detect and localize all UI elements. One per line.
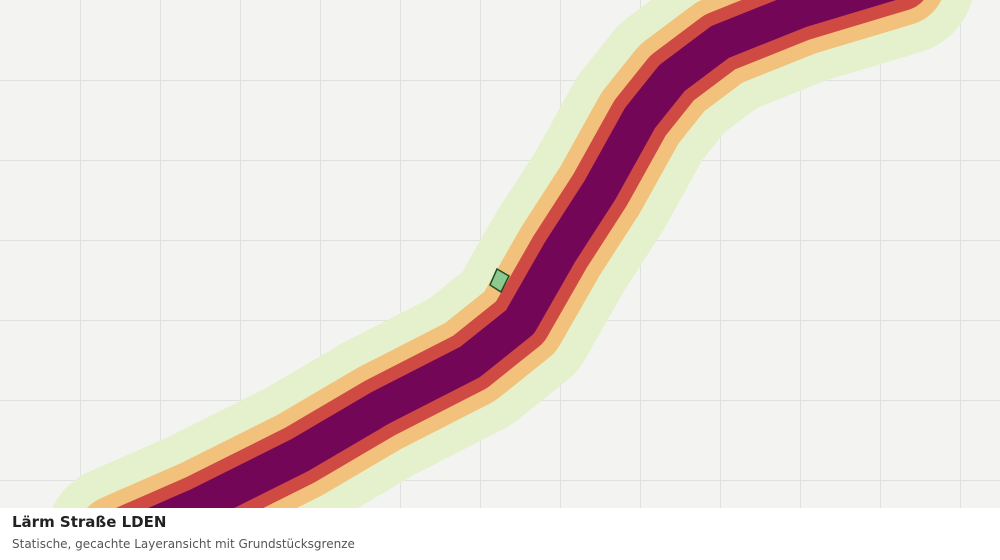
map-title: Lärm Straße LDEN [12, 513, 167, 531]
map [0, 0, 1000, 508]
caption: Lärm Straße LDEN Statische, gecachte Lay… [0, 508, 1000, 560]
noise-band-very-high [148, 0, 896, 508]
map-subtitle: Statische, gecachte Layeransicht mit Gru… [12, 537, 355, 551]
parcel-boundary [489, 267, 510, 294]
noise-bands [52, 0, 973, 508]
